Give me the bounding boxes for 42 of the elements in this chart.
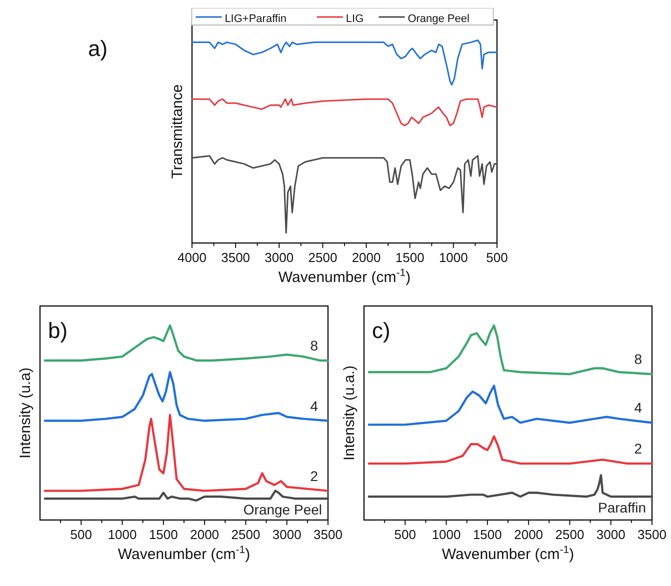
x-tick-label: 1500 bbox=[148, 527, 178, 542]
x-axis-title: Wavenumber (cm$^{-1}$) bbox=[278, 267, 411, 286]
series-label: 2 bbox=[634, 440, 642, 457]
series-label: Paraffin bbox=[598, 500, 646, 516]
x-tick-label: 3000 bbox=[272, 527, 302, 542]
x-tick-label: 3000 bbox=[264, 250, 294, 265]
series-label: 4 bbox=[634, 400, 642, 416]
x-tick-label: 3500 bbox=[221, 250, 250, 265]
series-label: 4 bbox=[310, 398, 318, 414]
x-tick-label: 3500 bbox=[638, 527, 666, 542]
x-tick-label: 1000 bbox=[432, 527, 461, 542]
x-tick-label: 3500 bbox=[314, 527, 342, 542]
y-axis-title: Intensity (u.a) bbox=[17, 368, 34, 458]
x-tick-label: 2000 bbox=[514, 527, 544, 542]
chart-title: a) bbox=[88, 36, 108, 61]
x-tick-label: 1500 bbox=[395, 250, 424, 265]
x-tick-label: 2000 bbox=[352, 250, 381, 265]
x-tick-label: 500 bbox=[486, 250, 508, 265]
series-label: Orange Peel bbox=[243, 502, 322, 518]
y-axis-title: Intensity (u.a.) bbox=[341, 365, 358, 461]
x-axis-title: Wavenumber (cm$^{-1}$) bbox=[118, 544, 250, 563]
x-tick-label: 1500 bbox=[472, 527, 502, 542]
x-tick-label: 2500 bbox=[231, 527, 260, 542]
legend-label: LIG bbox=[346, 13, 364, 25]
y-axis-title: Transmittance bbox=[169, 84, 186, 179]
x-tick-label: 2000 bbox=[190, 527, 220, 542]
x-tick-label: 500 bbox=[394, 527, 416, 542]
x-tick-label: 4000 bbox=[178, 250, 206, 265]
chart-title: b) bbox=[48, 318, 68, 343]
legend-label: Orange Peel bbox=[408, 13, 470, 25]
legend-label: LIG+Paraffin bbox=[224, 13, 287, 25]
x-tick-label: 3000 bbox=[596, 527, 626, 542]
x-tick-label: 500 bbox=[70, 527, 92, 542]
x-tick-label: 2500 bbox=[308, 250, 338, 265]
series-label: 8 bbox=[310, 337, 318, 354]
series-label: 8 bbox=[634, 351, 642, 368]
x-tick-label: 1000 bbox=[108, 527, 137, 542]
chart-title: c) bbox=[372, 318, 390, 343]
x-tick-label: 2500 bbox=[555, 527, 584, 542]
series-label: 2 bbox=[310, 468, 318, 484]
x-axis-title: Wavenumber (cm$^{-1}$) bbox=[442, 544, 574, 563]
x-tick-label: 1000 bbox=[438, 250, 468, 265]
